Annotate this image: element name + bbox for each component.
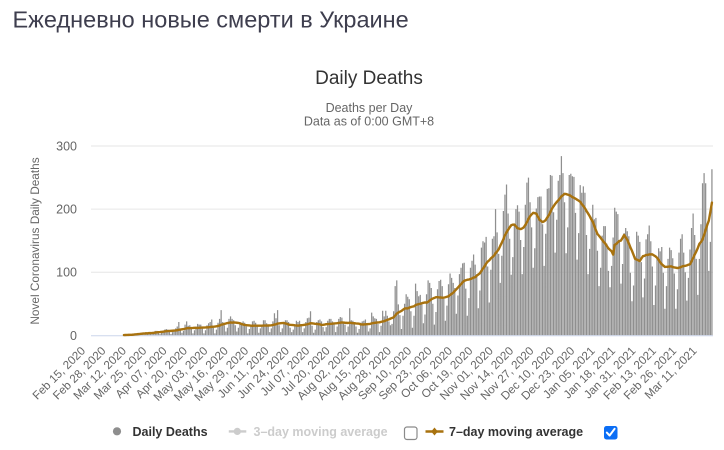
svg-text:Novel Coronavirus Daily Deaths: Novel Coronavirus Daily Deaths	[28, 157, 42, 324]
svg-text:Daily Deaths: Daily Deaths	[133, 425, 208, 439]
svg-text:Daily Deaths: Daily Deaths	[315, 68, 423, 89]
svg-text:Data as of 0:00 GMT+8: Data as of 0:00 GMT+8	[304, 115, 434, 129]
svg-text:200: 200	[56, 203, 77, 217]
svg-text:100: 100	[56, 266, 77, 280]
svg-text:300: 300	[56, 140, 77, 154]
svg-text:0: 0	[70, 329, 77, 343]
svg-text:3–day moving average: 3–day moving average	[254, 425, 388, 439]
svg-text:7–day moving average: 7–day moving average	[449, 425, 583, 439]
svg-text:Ежедневно новые смерти в Украи: Ежедневно новые смерти в Украине	[13, 7, 409, 33]
svg-text:Deaths per Day: Deaths per Day	[326, 101, 414, 115]
